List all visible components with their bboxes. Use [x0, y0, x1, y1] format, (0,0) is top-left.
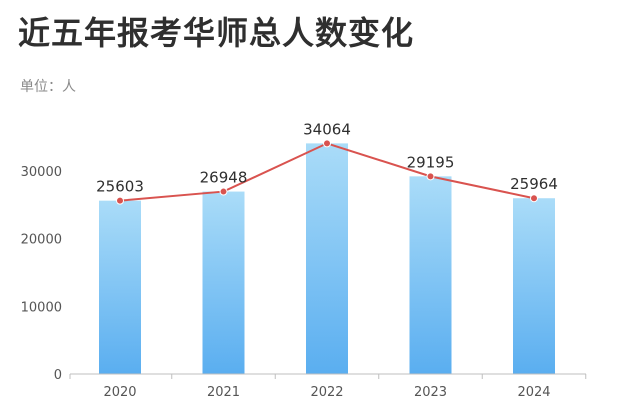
data-label-2021: 26948	[200, 169, 248, 187]
y-tick-label: 30000	[21, 165, 62, 180]
line-marker-2020	[116, 196, 124, 205]
bars	[99, 143, 555, 374]
data-label-2022: 34064	[303, 120, 351, 138]
x-tick-label: 2020	[103, 385, 136, 400]
bar-2020	[99, 200, 141, 374]
data-labels: 25603 26948 34064 29195 25964	[96, 120, 558, 195]
x-tick-label: 2024	[517, 385, 550, 400]
line-marker-2022	[323, 139, 331, 148]
y-tick-label: 0	[54, 368, 62, 383]
line-marker-2021	[219, 187, 228, 196]
bar-2021	[202, 191, 245, 374]
data-label-2023: 29195	[407, 153, 455, 171]
bar-2022	[306, 143, 348, 374]
chart-title: 近五年报考华师总人数变化	[18, 14, 415, 52]
x-tick-label: 2021	[207, 385, 240, 400]
y-tick-label: 10000	[21, 300, 62, 315]
y-axis-ticks: 0 10000 20000 30000	[21, 165, 62, 383]
y-tick-label: 20000	[21, 233, 62, 248]
bar-2024	[513, 198, 555, 374]
data-label-2024: 25964	[510, 175, 558, 193]
unit-label: 单位：人	[20, 79, 76, 95]
line-marker-2023	[426, 172, 435, 181]
x-tick-label: 2023	[414, 385, 447, 400]
x-axis-ticks: 2020 2021 2022 2023 2024	[69, 374, 587, 400]
line-marker-2024	[530, 194, 538, 203]
x-tick-label: 2022	[310, 385, 343, 400]
data-label-2020: 25603	[96, 178, 144, 196]
bar-2023	[409, 176, 452, 374]
line-markers	[116, 139, 538, 205]
